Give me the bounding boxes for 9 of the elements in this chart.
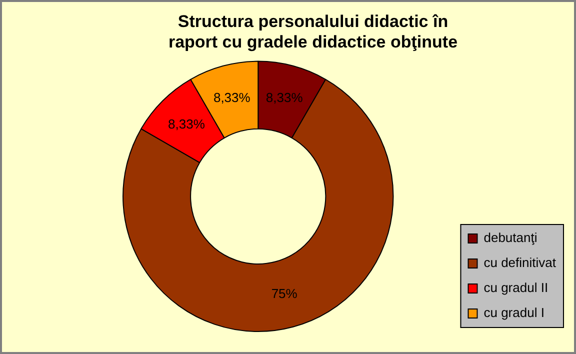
legend-label: cu definitivat xyxy=(484,255,556,270)
data-label: 75% xyxy=(271,286,298,301)
data-label: 8,33% xyxy=(213,90,251,106)
legend-label: debutanţi xyxy=(484,230,538,246)
legend-label: cu gradul I xyxy=(484,305,544,320)
legend-label: cu gradul II xyxy=(484,280,548,296)
data-label: 8,33% xyxy=(168,116,206,132)
chart-title: Structura personalului didactic în raport cu gradele didactice obţinute xyxy=(168,12,458,52)
data-label: 8,33% xyxy=(266,90,304,106)
